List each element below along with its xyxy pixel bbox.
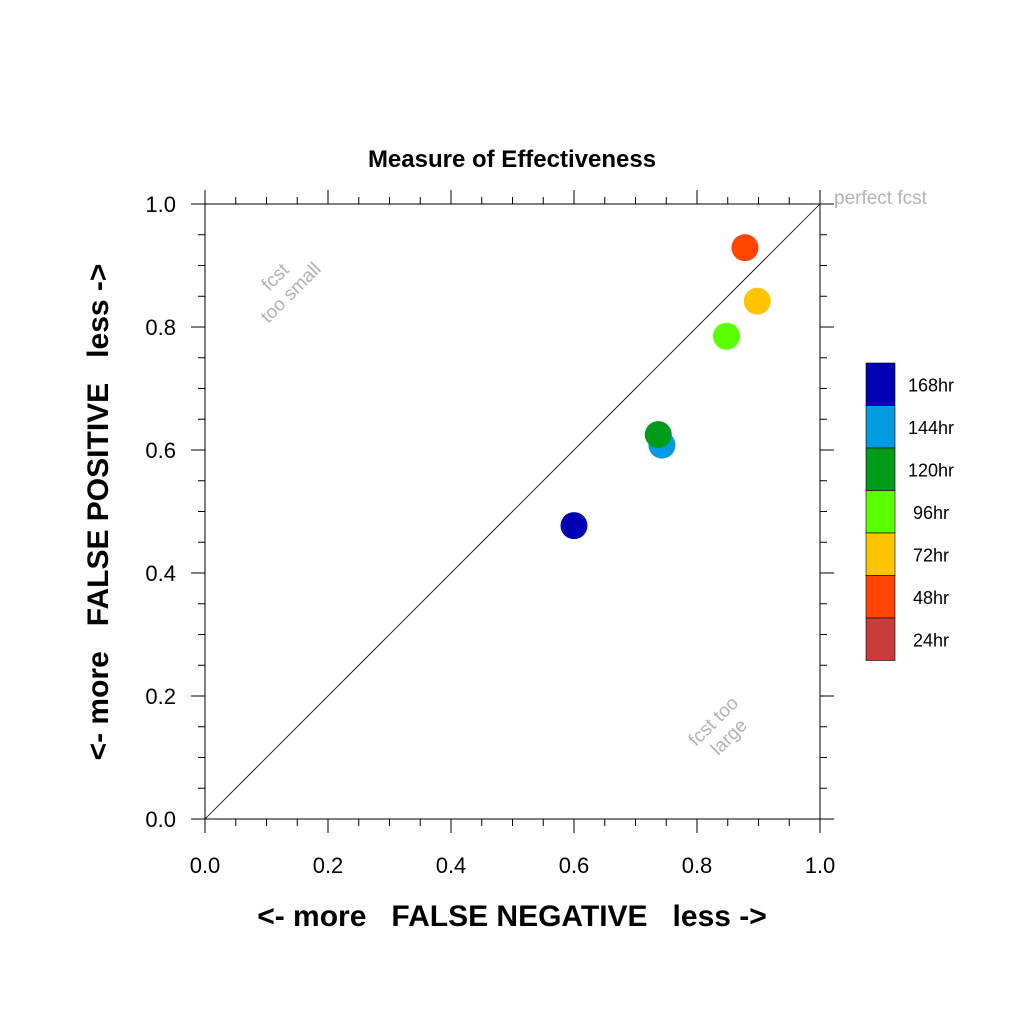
chart-title: Measure of Effectiveness — [368, 146, 656, 173]
x-tick-label: 0.2 — [313, 853, 344, 878]
legend-label-96hr: 96hr — [913, 503, 949, 523]
y-tick-label: 0.2 — [145, 684, 176, 709]
point-48hr — [731, 234, 759, 262]
reference-diagonal-line — [204, 203, 821, 820]
legend-label-168hr: 168hr — [908, 375, 954, 395]
y-tick-label: 0.0 — [145, 807, 176, 832]
legend-label-120hr: 120hr — [908, 460, 954, 480]
annotation-fcst-too-small: fcst too small — [257, 259, 326, 328]
axis-ticks — [191, 190, 834, 833]
annotation-too-small-line2: too small — [257, 259, 326, 328]
y-tick-label: 1.0 — [145, 192, 176, 217]
y-tick-label: 0.6 — [145, 438, 176, 463]
legend: 168hr 144hr 120hr 96hr 72hr 48hr 24hr — [865, 362, 954, 661]
x-tick-label: 0.8 — [682, 853, 713, 878]
axis-tick-labels: 0.0 0.2 0.4 0.6 0.8 1.0 0.0 0.2 0.4 0.6 0.8 1.0 — [145, 192, 835, 878]
legend-swatch-96hr — [865, 490, 896, 534]
legend-swatch-144hr — [865, 405, 896, 449]
legend-label-144hr: 144hr — [908, 418, 954, 438]
legend-swatch-168hr — [865, 362, 896, 406]
x-tick-label: 1.0 — [805, 853, 836, 878]
x-tick-label: 0.4 — [436, 853, 467, 878]
legend-swatch-72hr — [865, 532, 896, 576]
point-120hr — [644, 421, 672, 449]
x-tick-label: 0.6 — [559, 853, 590, 878]
point-96hr — [713, 322, 741, 350]
legend-label-72hr: 72hr — [913, 545, 949, 565]
x-tick-label: 0.0 — [190, 853, 221, 878]
y-tick-label: 0.8 — [145, 315, 176, 340]
x-axis-title: <- more FALSE NEGATIVE less -> — [257, 900, 767, 933]
data-points — [560, 234, 771, 540]
point-168hr — [560, 512, 588, 540]
legend-swatch-120hr — [865, 447, 896, 491]
legend-label-24hr: 24hr — [913, 630, 949, 650]
legend-swatch-24hr — [865, 617, 896, 661]
legend-swatch-48hr — [865, 575, 896, 619]
y-tick-label: 0.4 — [145, 561, 176, 586]
annotation-fcst-too-large: fcst too large — [685, 693, 752, 760]
y-axis-title: <- more FALSE POSITIVE less -> — [82, 264, 115, 761]
legend-label-48hr: 48hr — [913, 588, 949, 608]
annotation-perfect-fcst: perfect fcst — [834, 188, 928, 209]
point-72hr — [743, 287, 771, 315]
